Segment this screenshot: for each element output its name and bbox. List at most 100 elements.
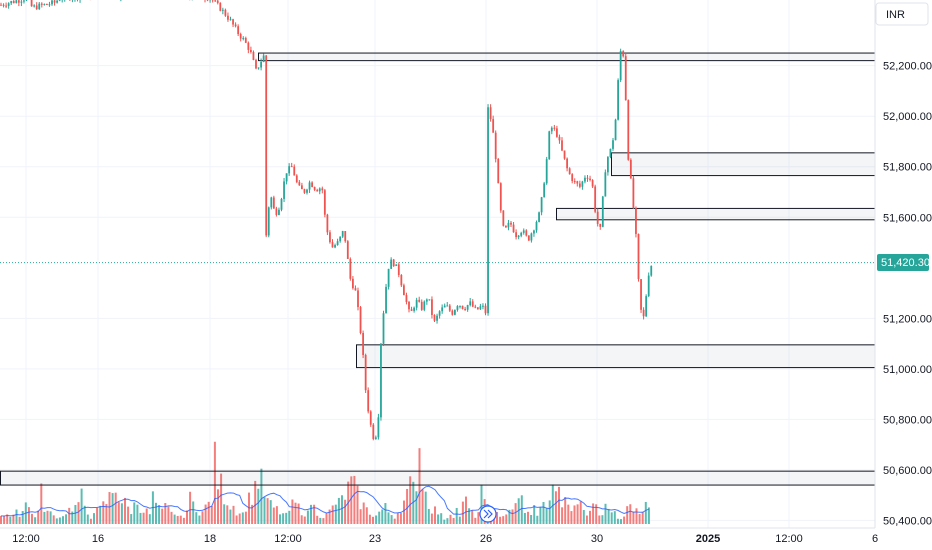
- candle-body: [454, 309, 456, 315]
- candle-body: [293, 166, 296, 176]
- zone-box[interactable]: [611, 152, 876, 177]
- scroll-to-realtime-button[interactable]: [479, 505, 497, 523]
- volume-bar: [592, 503, 595, 524]
- zone-box[interactable]: [556, 207, 876, 221]
- volume-bar: [626, 506, 629, 524]
- volume-bar: [124, 497, 126, 524]
- volume-bar: [390, 515, 393, 524]
- volume-series: [0, 441, 650, 524]
- volume-bar: [561, 507, 564, 524]
- candle-body: [387, 268, 390, 287]
- volume-bar: [176, 515, 179, 524]
- volume-bar: [263, 497, 266, 524]
- candle-body: [232, 19, 234, 25]
- zone-box[interactable]: [0, 470, 876, 486]
- volume-bar: [244, 511, 247, 524]
- volume-bar: [554, 491, 557, 524]
- candle-body: [573, 181, 576, 183]
- candle-body: [323, 190, 326, 215]
- candle-body: [627, 100, 630, 160]
- zone-box[interactable]: [356, 344, 876, 369]
- candle-body: [17, 0, 20, 3]
- candle-body: [527, 235, 530, 241]
- volume-bar: [449, 514, 452, 524]
- candle-body: [346, 241, 349, 259]
- candle-body: [596, 211, 599, 224]
- candle-body: [556, 128, 558, 137]
- volume-bar: [229, 509, 232, 524]
- volume-bar: [610, 512, 613, 524]
- candle-body: [535, 221, 538, 231]
- candle-body: [599, 223, 602, 227]
- candle-body: [303, 189, 306, 193]
- volume-bar: [173, 514, 176, 524]
- volume-bar: [300, 515, 303, 524]
- candle-body: [405, 295, 408, 302]
- volume-bar: [468, 508, 471, 524]
- volume-bar: [133, 502, 136, 524]
- volume-bar: [15, 509, 18, 524]
- candle-body: [357, 290, 359, 308]
- candle-body: [306, 189, 308, 193]
- volume-bar: [378, 511, 381, 524]
- volume-bar: [316, 515, 319, 524]
- volume-bar: [145, 508, 148, 524]
- zone-box[interactable]: [258, 52, 876, 62]
- volume-bar: [623, 516, 626, 524]
- volume-bar: [598, 515, 601, 524]
- candle-body: [311, 182, 313, 188]
- candle-body: [318, 188, 321, 192]
- volume-bar: [6, 514, 9, 524]
- volume-bar: [282, 513, 285, 524]
- y-tick-label: 51,600.00: [883, 212, 932, 224]
- volume-bar: [117, 502, 120, 524]
- candle-body: [612, 140, 614, 149]
- volume-bar: [55, 518, 58, 524]
- volume-bar: [217, 489, 219, 524]
- candle-body: [410, 309, 413, 311]
- volume-bar: [192, 501, 195, 524]
- candle-body: [566, 158, 568, 169]
- volume-bar: [576, 504, 579, 524]
- candle-body: [10, 1, 13, 4]
- candle-body: [459, 305, 461, 307]
- volume-bar: [350, 476, 353, 524]
- y-axis-ticks: 52,200.00 52,000.00 51,800.00 51,600.00 51,2…: [883, 61, 932, 528]
- volume-bar: [213, 441, 216, 524]
- volume-bar: [77, 502, 80, 524]
- volume-bar: [465, 496, 467, 524]
- candle-body: [0, 4, 2, 6]
- currency-button[interactable]: [875, 2, 929, 26]
- volume-bar: [418, 448, 421, 524]
- volume-bar: [616, 518, 619, 524]
- candle-body: [522, 230, 525, 233]
- y-tick-label: 52,000.00: [883, 111, 932, 123]
- candle-body: [272, 197, 275, 209]
- candle-body: [629, 159, 632, 179]
- candle-body: [267, 207, 270, 236]
- volume-bar: [384, 503, 387, 524]
- candle-body: [308, 182, 311, 190]
- candle-body: [295, 175, 298, 183]
- volume-bar: [461, 501, 464, 524]
- x-axis-ticks: 12:00 16 18 12:00 23 26 30 2025 12:00 6: [12, 533, 878, 545]
- y-tick-label: 50,800.00: [883, 414, 932, 426]
- volume-bar: [471, 510, 474, 524]
- volume-bar: [607, 508, 610, 524]
- time-axis[interactable]: [0, 528, 932, 550]
- volume-bar: [130, 514, 133, 524]
- volume-bar: [381, 509, 384, 524]
- volume-bar: [455, 507, 458, 524]
- volume-bar: [359, 509, 362, 524]
- candle-body: [438, 311, 441, 316]
- volume-bar: [638, 513, 641, 524]
- candle-body: [400, 275, 403, 286]
- candle-body: [221, 9, 224, 11]
- candle-body: [408, 301, 410, 310]
- candle-body: [525, 230, 528, 236]
- volume-bar: [337, 497, 340, 524]
- volume-bar: [511, 509, 514, 524]
- volume-bar: [111, 493, 114, 524]
- candle-body: [336, 241, 339, 246]
